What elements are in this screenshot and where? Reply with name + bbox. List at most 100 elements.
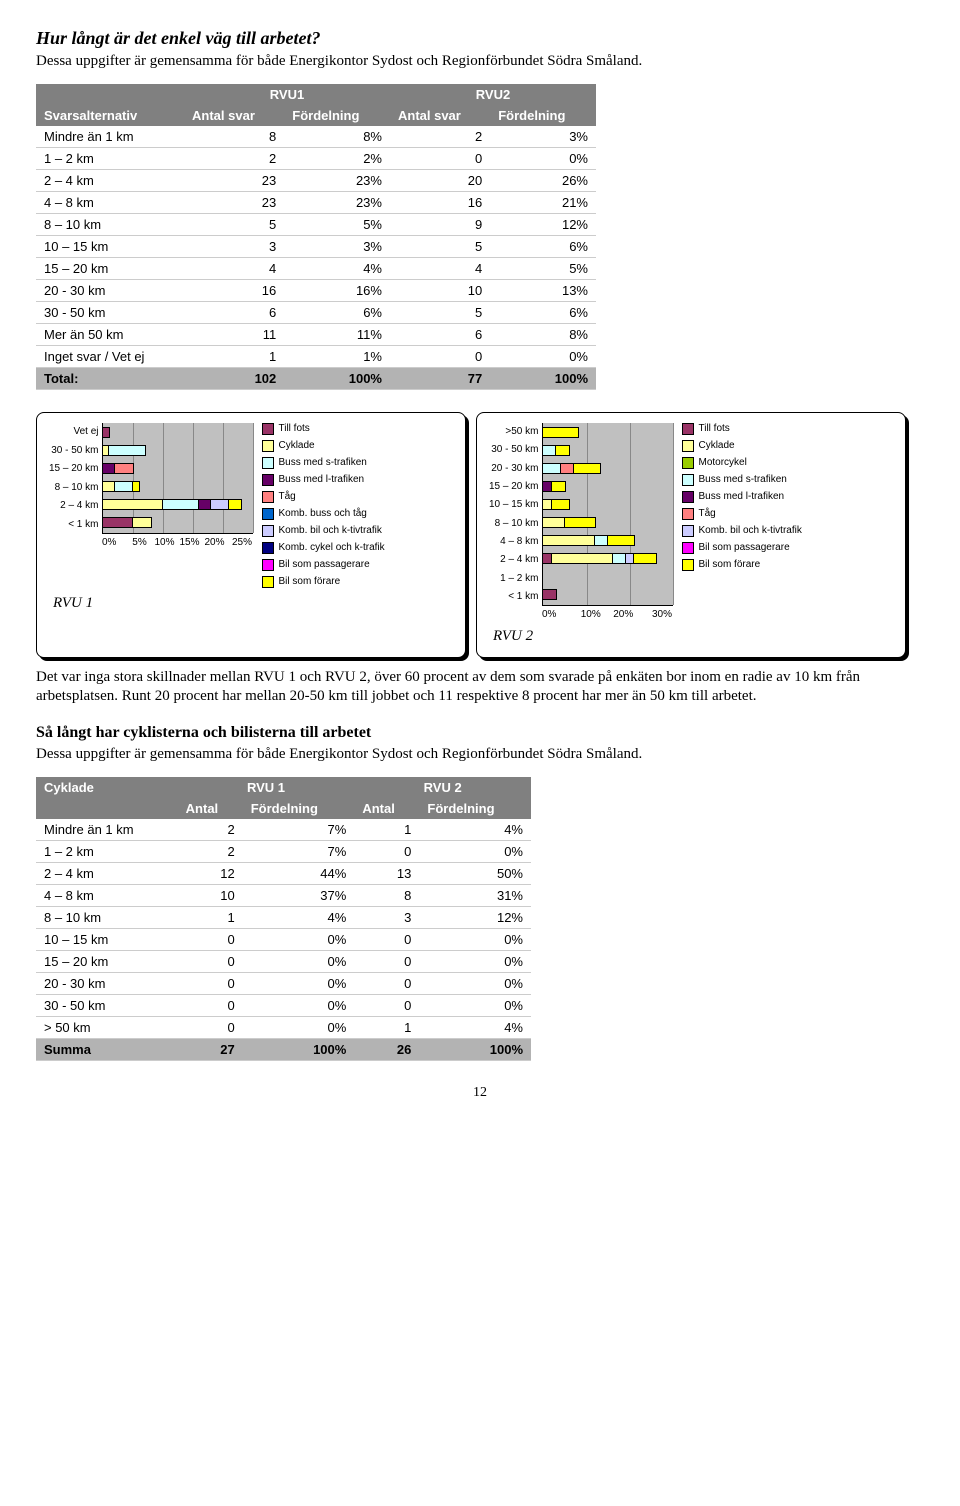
legend-label: Buss med l-trafiken bbox=[698, 491, 784, 502]
chart-bar bbox=[543, 551, 673, 567]
chart-bar bbox=[103, 515, 253, 531]
chart-bar bbox=[103, 443, 253, 459]
chart-y-label: 8 – 10 km bbox=[49, 480, 98, 496]
legend-label: Motorcykel bbox=[698, 457, 746, 468]
chart-y-label: Vet ej bbox=[49, 424, 98, 440]
legend-swatch bbox=[683, 492, 693, 502]
page-number: 12 bbox=[36, 1085, 924, 1101]
chart-bar bbox=[103, 497, 253, 513]
legend-item: Till fots bbox=[683, 423, 801, 434]
table-cyclists-distance: Cyklade RVU 1 RVU 2 Antal Fördelning Ant… bbox=[36, 777, 531, 1061]
legend-swatch bbox=[263, 424, 273, 434]
t2-grp-rvu1: RVU 1 bbox=[178, 777, 355, 798]
chart-y-label: 20 - 30 km bbox=[489, 461, 538, 477]
table-row: 30 - 50 km00%00% bbox=[36, 994, 531, 1016]
t1-grp-rvu1: RVU1 bbox=[184, 84, 390, 105]
legend-swatch bbox=[683, 441, 693, 451]
chart-bar bbox=[103, 425, 253, 441]
legend-swatch bbox=[263, 526, 273, 536]
t1-grp-rvu2: RVU2 bbox=[390, 84, 596, 105]
table-row: Mindre än 1 km27%14% bbox=[36, 819, 531, 841]
legend-item: Bil som passagerare bbox=[683, 542, 801, 553]
legend-item: Komb. bil och k-tivtrafik bbox=[263, 525, 384, 536]
legend-label: Bil som förare bbox=[278, 576, 340, 587]
legend-swatch bbox=[683, 543, 693, 553]
chart-y-label: < 1 km bbox=[49, 517, 98, 533]
legend-swatch bbox=[683, 458, 693, 468]
table-row: 4 – 8 km2323%1621% bbox=[36, 192, 596, 214]
legend-swatch bbox=[683, 475, 693, 485]
chart-bar bbox=[543, 587, 673, 603]
legend-swatch bbox=[263, 475, 273, 485]
chart-bar bbox=[543, 479, 673, 495]
legend-swatch bbox=[263, 458, 273, 468]
chart1-legend: Till fotsCykladeBuss med s-trafikenBuss … bbox=[263, 423, 384, 587]
chart-x-tick: 25% bbox=[227, 537, 252, 548]
table-row: 2 – 4 km2323%2026% bbox=[36, 170, 596, 192]
chart-rvu2: >50 km30 - 50 km20 - 30 km15 – 20 km10 –… bbox=[476, 412, 906, 658]
section2-lead: Dessa uppgifter är gemensamma för både E… bbox=[36, 746, 924, 763]
table-row: > 50 km00%14% bbox=[36, 1016, 531, 1038]
legend-item: Komb. cykel och k-trafik bbox=[263, 542, 384, 553]
legend-item: Buss med l-trafiken bbox=[683, 491, 801, 502]
chart-y-label: 2 – 4 km bbox=[49, 498, 98, 514]
t2-col-cyklade: Cyklade bbox=[36, 777, 178, 798]
t1-col-ford2: Fördelning bbox=[490, 105, 596, 126]
chart-x-tick: 10% bbox=[152, 537, 177, 548]
legend-item: Bil som förare bbox=[683, 559, 801, 570]
chart-y-label: 10 – 15 km bbox=[489, 497, 538, 513]
chart2-legend: Till fots Cyklade Motorcykel Buss med s-tra… bbox=[683, 423, 801, 620]
table-row: Mindre än 1 km88%23% bbox=[36, 126, 596, 148]
table-row: 30 - 50 km66%56% bbox=[36, 302, 596, 324]
legend-label: Buss med s-trafiken bbox=[698, 474, 786, 485]
legend-item: Komb. buss och tåg bbox=[263, 508, 384, 519]
table-row: 10 – 15 km33%56% bbox=[36, 236, 596, 258]
legend-label: Till fots bbox=[278, 423, 309, 434]
table-row: 20 - 30 km1616%1013% bbox=[36, 280, 596, 302]
section2-title: Så långt har cyklisterna och bilisterna … bbox=[36, 724, 924, 742]
section1-title: Hur långt är det enkel väg till arbetet? bbox=[36, 28, 924, 49]
chart-bar bbox=[103, 479, 253, 495]
chart-x-tick: 20% bbox=[202, 537, 227, 548]
table-row: 8 – 10 km14%312% bbox=[36, 906, 531, 928]
chart-x-tick: 0% bbox=[102, 537, 127, 548]
t2-col-antal2: Antal bbox=[354, 798, 419, 819]
chart-y-label: 2 – 4 km bbox=[489, 552, 538, 568]
t2-col-ford1: Fördelning bbox=[243, 798, 355, 819]
chart1-caption: RVU 1 bbox=[53, 595, 453, 612]
legend-label: Till fots bbox=[698, 423, 729, 434]
legend-label: Tåg bbox=[698, 508, 715, 519]
chart-y-label: 8 – 10 km bbox=[489, 516, 538, 532]
chart-bar bbox=[543, 461, 673, 477]
table-row: 15 – 20 km44%45% bbox=[36, 258, 596, 280]
legend-item: Bil som förare bbox=[263, 576, 384, 587]
legend-item: Buss med s-trafiken bbox=[683, 474, 801, 485]
legend-item: Tåg bbox=[263, 491, 384, 502]
chart-bar bbox=[543, 425, 673, 441]
t1-col-svarsalt: Svarsalternativ bbox=[36, 105, 184, 126]
t1-col-antal1: Antal svar bbox=[184, 105, 284, 126]
section1-lead: Dessa uppgifter är gemensamma för både E… bbox=[36, 53, 924, 70]
legend-item: Cyklade bbox=[683, 440, 801, 451]
table-row: Mer än 50 km1111%68% bbox=[36, 324, 596, 346]
chart-x-tick: 10% bbox=[575, 609, 608, 620]
legend-item: Till fots bbox=[263, 423, 384, 434]
chart-y-label: >50 km bbox=[489, 424, 538, 440]
table-row: 4 – 8 km1037%831% bbox=[36, 884, 531, 906]
t2-col-antal1: Antal bbox=[178, 798, 243, 819]
chart-bar bbox=[543, 569, 673, 585]
t2-col-ford2: Fördelning bbox=[419, 798, 531, 819]
legend-swatch bbox=[683, 424, 693, 434]
legend-item: Cyklade bbox=[263, 440, 384, 451]
chart-bar bbox=[543, 515, 673, 531]
chart-bar bbox=[543, 443, 673, 459]
chart-rvu1: Vet ej30 - 50 km15 – 20 km8 – 10 km2 – 4… bbox=[36, 412, 466, 658]
legend-label: Cyklade bbox=[698, 440, 734, 451]
chart-y-label: 4 – 8 km bbox=[489, 534, 538, 550]
t2-grp-rvu2: RVU 2 bbox=[354, 777, 531, 798]
table-total-row: Total:102100%77100% bbox=[36, 368, 596, 390]
chart-x-tick: 5% bbox=[127, 537, 152, 548]
chart-y-label: 15 – 20 km bbox=[49, 461, 98, 477]
legend-label: Buss med l-trafiken bbox=[278, 474, 364, 485]
chart-y-label: 30 - 50 km bbox=[489, 442, 538, 458]
